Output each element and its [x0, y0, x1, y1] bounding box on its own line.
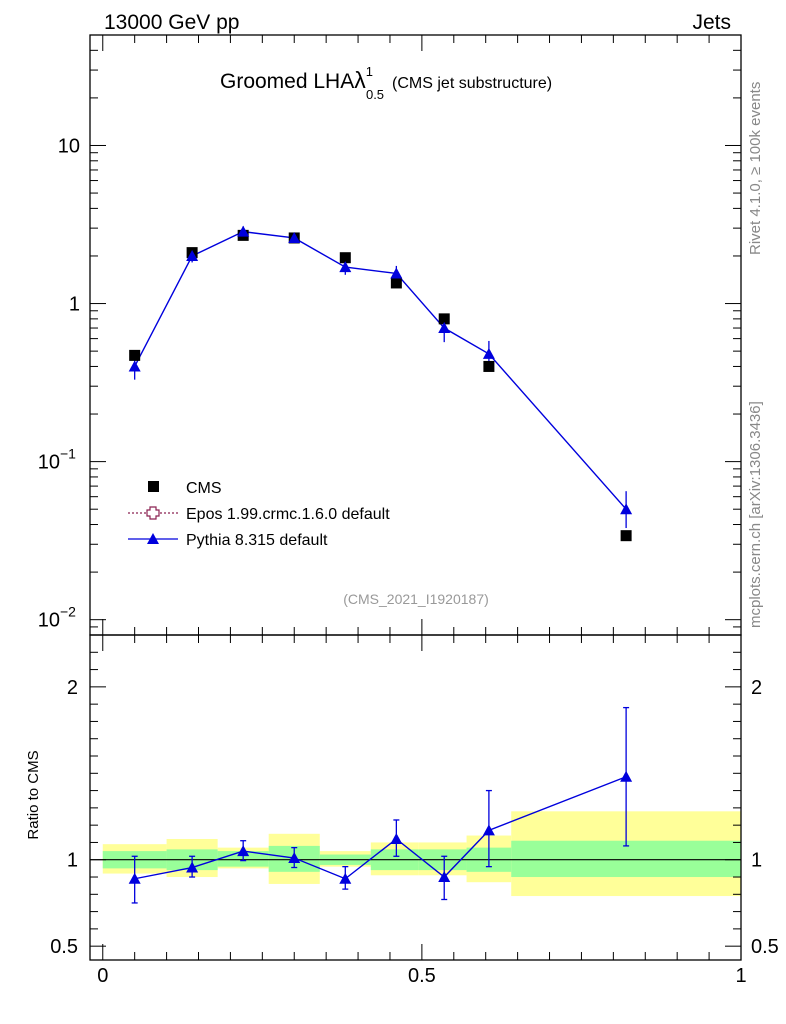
y-tick-label: 10 [38, 610, 60, 632]
y-tick-exponent: −2 [60, 604, 76, 620]
ratio-y-tick-label-right: 0.5 [751, 936, 779, 958]
header-right-label: Jets [692, 11, 731, 34]
y-tick-label: 10 [58, 135, 80, 157]
ratio-pythia-point [390, 832, 403, 844]
pythia-point [288, 231, 301, 243]
y-tick-label: 10 [38, 452, 60, 474]
legend-pythia-label: Pythia 8.315 default [186, 532, 328, 549]
pythia-point [390, 267, 403, 279]
ratio-y-tick-label-right: 2 [751, 677, 762, 699]
legend-epos-marker [146, 506, 160, 520]
x-tick-label: 1 [735, 965, 746, 987]
cms-point [129, 349, 141, 361]
x-tick-label: 0 [97, 965, 108, 987]
pythia-point [186, 249, 199, 261]
ratio-pythia-point [128, 872, 141, 884]
ratio-series [128, 706, 633, 904]
ratio-pythia-point [339, 872, 352, 884]
legend-cms-marker [148, 481, 159, 492]
ratio-pythia-point [438, 871, 451, 883]
ratio-pythia-point [288, 852, 301, 864]
legend-cms-label: CMS [186, 480, 222, 497]
ratio-pythia-point [237, 845, 250, 857]
pythia-point [620, 503, 633, 515]
ratio-y-tick-label: 0.5 [50, 936, 78, 958]
x-tick-label: 0.5 [408, 965, 436, 987]
title-lambda: λ [354, 67, 366, 93]
ratio-bands [90, 811, 741, 897]
pythia-point [482, 347, 495, 359]
stat-band [511, 840, 741, 878]
y-tick-label: 1 [69, 294, 80, 316]
ratio-y-tick-label: 2 [67, 677, 78, 699]
cms-point [339, 252, 351, 264]
pythia-point [237, 225, 250, 237]
y-tick-exponent: −1 [60, 446, 76, 462]
header-left-label: 13000 GeV pp [104, 11, 239, 34]
legend-epos-label: Epos 1.99.crmc.1.6.0 default [186, 506, 390, 523]
ratio-ylabel: Ratio to CMS [25, 750, 42, 839]
ratio-y-tick-label-right: 1 [751, 850, 762, 872]
cms-point [483, 360, 495, 372]
ratio-axes: 0 0.5 10.5 0.51 12 2 [50, 635, 779, 987]
plot-title: Groomed LHAλ1 0.5 (CMS jet substructure) [220, 64, 552, 102]
title-sup: 1 [366, 64, 373, 79]
mcplots-label: mcplots.cern.ch [arXiv:1306.3436] [747, 401, 764, 628]
cms-point [438, 313, 450, 325]
pythia-point [339, 261, 352, 273]
cms-point [390, 277, 402, 289]
rivet-label: Rivet 4.1.0, ≥ 100k events [747, 82, 764, 255]
title-sub: 0.5 [366, 87, 384, 102]
main-series [128, 225, 633, 542]
analysis-tag: (CMS_2021_I1920187) [343, 591, 489, 607]
title-main: Groomed LHA [220, 70, 354, 93]
pythia-point [128, 360, 141, 372]
ratio-y-tick-label: 1 [67, 850, 78, 872]
cms-point [620, 530, 632, 542]
title-suffix: (CMS jet substructure) [392, 75, 552, 92]
ratio-pythia-point [482, 824, 495, 836]
ratio-frame [89, 634, 742, 961]
ratio-pythia-point [620, 770, 633, 782]
ratio-pythia-point [186, 861, 199, 873]
legend-pythia-marker [147, 533, 159, 544]
legend: CMS Epos 1.99.crmc.1.6.0 default Pythia … [128, 480, 390, 549]
pythia-line [134, 230, 627, 510]
pythia-point [438, 322, 451, 334]
